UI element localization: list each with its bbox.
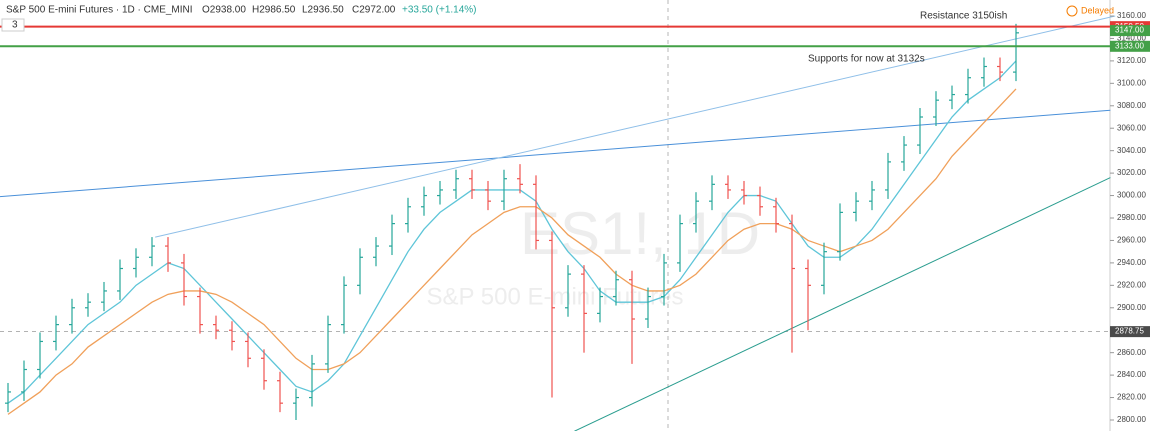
y-tick-label: 2940.00 (1117, 258, 1146, 267)
symbol: S&P 500 E-mini Futures · 1D · CME_MINI (6, 5, 193, 16)
level-label-box (1110, 40, 1150, 52)
y-tick-label: 3060.00 (1117, 123, 1146, 132)
trendline (574, 177, 1111, 431)
y-tick-label: 3140.00 (1117, 34, 1146, 43)
ohlc-high: H2986.50 (252, 5, 296, 16)
y-tick-label: 2920.00 (1117, 280, 1146, 289)
trendline (0, 109, 1111, 198)
annotation: Supports for now at 3132s (808, 53, 925, 64)
y-tick-label: 2980.00 (1117, 213, 1146, 222)
level-label: 2878.75 (1115, 327, 1144, 336)
moving-average (7, 88, 1017, 415)
watermark-subtitle: S&P 500 E-mini Futures (426, 283, 683, 310)
level-label-box (1110, 25, 1150, 37)
collapse-button[interactable] (1, 18, 25, 32)
y-tick-label: 2820.00 (1117, 393, 1146, 402)
y-tick-label: 3080.00 (1117, 101, 1146, 110)
plot: Resistance 3150ish Supports for now at 31… (0, 0, 1116, 431)
level-label: 3133.00 (1115, 41, 1144, 50)
y-tick-label: 2860.00 (1117, 348, 1146, 357)
y-tick-label: 2960.00 (1117, 236, 1146, 245)
watermark-title: ES1!, 1D (520, 200, 760, 267)
y-tick-label: 2900.00 (1117, 303, 1146, 312)
y-tick-label: 3120.00 (1117, 56, 1146, 65)
ohlc-open: O2938.00 (202, 5, 246, 16)
y-tick-label: 3020.00 (1117, 168, 1146, 177)
y-tick-label: 3040.00 (1117, 146, 1146, 155)
ohlc-low: L2936.50 (302, 5, 344, 16)
price-axis: 2800.002820.002840.002860.002880.002900.… (1110, 11, 1150, 424)
ohlc-change: +33.50 (+1.14%) (402, 5, 477, 16)
moving-average (7, 60, 1017, 404)
delayed-status: Delayed (1081, 5, 1114, 15)
delayed-icon (1066, 5, 1078, 17)
level-label: 3147.00 (1115, 26, 1144, 35)
annotation: Resistance 3150ish (920, 11, 1007, 22)
y-tick-label: 3160.00 (1117, 11, 1146, 20)
collapse-count[interactable]: 3 (12, 20, 18, 31)
ohlc-close: C2972.00 (352, 5, 396, 16)
y-tick-label: 3000.00 (1117, 191, 1146, 200)
level-label-box (1110, 326, 1150, 338)
y-tick-label: 3100.00 (1117, 78, 1146, 87)
trendline (155, 15, 1116, 238)
y-tick-label: 2840.00 (1117, 370, 1146, 379)
y-tick-label: 2800.00 (1117, 415, 1146, 424)
